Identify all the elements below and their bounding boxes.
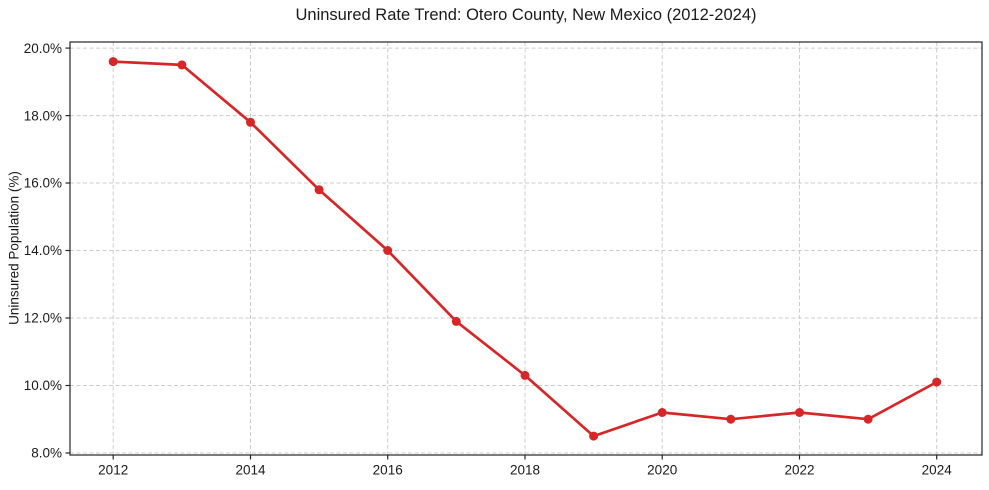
y-tick-label: 14.0% xyxy=(24,243,62,258)
data-point xyxy=(795,408,804,417)
x-tick-label: 2012 xyxy=(98,463,128,478)
trend-line xyxy=(111,60,939,438)
y-tick-label: 12.0% xyxy=(24,311,62,326)
y-tick-label: 8.0% xyxy=(31,446,62,461)
data-point xyxy=(246,117,255,127)
data-point xyxy=(657,408,667,417)
y-tick-label: 10.0% xyxy=(24,378,62,393)
data-point xyxy=(383,246,393,255)
data-point xyxy=(932,377,942,387)
y-tick-label: 16.0% xyxy=(24,176,62,191)
data-point xyxy=(726,414,736,424)
data-point xyxy=(451,316,461,326)
data-point xyxy=(177,60,187,70)
x-tick-label: 2022 xyxy=(784,463,814,478)
data-point xyxy=(863,414,873,424)
y-tick-label: 20.0% xyxy=(24,41,62,56)
data-point xyxy=(589,431,599,441)
y-axis-label: Uninsured Population (%) xyxy=(6,171,22,325)
x-tick-label: 2014 xyxy=(235,463,266,478)
x-tick-label: 2020 xyxy=(647,463,677,478)
chart-title: Uninsured Rate Trend: Otero County, New … xyxy=(295,6,757,24)
axes-box xyxy=(69,41,983,456)
data-point xyxy=(314,185,324,195)
x-tick-label: 2018 xyxy=(510,463,540,478)
data-point xyxy=(108,57,118,67)
y-tick-label: 18.0% xyxy=(24,108,62,123)
x-tick-label: 2016 xyxy=(373,463,403,478)
data-point xyxy=(520,370,530,380)
x-tick-label: 2024 xyxy=(922,463,953,478)
